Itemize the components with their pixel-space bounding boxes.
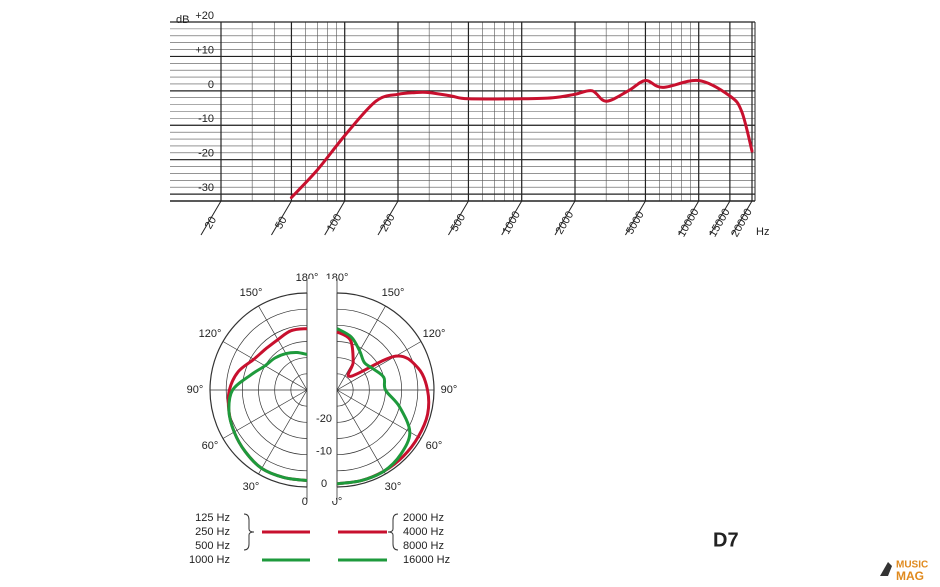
polar-spoke <box>222 389 308 439</box>
x-tick-label: 500 <box>449 212 469 234</box>
polar-spoke <box>336 389 386 475</box>
y-tick-label: -20 <box>198 148 214 160</box>
x-tick-label: 10000 <box>676 207 702 239</box>
response-line <box>289 78 754 200</box>
tick-mark <box>625 200 646 236</box>
x-tick-label: 100 <box>325 212 345 234</box>
tick-mark <box>501 200 523 236</box>
y-tick-label: -30 <box>198 182 214 194</box>
angle-label: 90° <box>441 384 458 396</box>
tick-mark <box>731 200 753 236</box>
angle-label: 120° <box>199 328 222 340</box>
angle-label: 0° <box>302 496 313 508</box>
angle-label: 60° <box>426 440 443 452</box>
legend-label: 125 Hz <box>195 512 230 524</box>
angle-label: 90° <box>187 384 204 396</box>
y-unit-label: dB <box>176 14 189 26</box>
tick-mark <box>448 200 469 236</box>
x-tick-label: 5000 <box>624 209 647 236</box>
r-tick-label: -20 <box>316 413 332 425</box>
angle-label: 120° <box>423 328 446 340</box>
x-tick-label: 20000 <box>729 207 755 239</box>
angle-label: 150° <box>240 287 263 299</box>
polar-line <box>336 327 412 486</box>
polar-spoke <box>258 305 308 391</box>
x-tick-label: 2000 <box>554 209 577 236</box>
tick-mark <box>271 200 292 236</box>
legend-brace <box>387 513 399 551</box>
legend-label: 8000 Hz <box>403 540 444 552</box>
y-tick-label: -10 <box>198 113 214 125</box>
polar-line <box>336 330 431 486</box>
legend-label: 2000 Hz <box>403 512 444 524</box>
x-tick-label: 200 <box>378 212 398 234</box>
polar-line <box>227 350 308 482</box>
angle-label: 0° <box>332 496 343 508</box>
tick-mark <box>709 200 731 236</box>
x-tick-label: 20 <box>203 215 220 232</box>
r-tick-label: 0 <box>321 478 327 490</box>
angle-label: 30° <box>385 481 402 493</box>
tick-mark <box>324 200 346 236</box>
polar-spoke <box>336 341 422 391</box>
angle-label: 30° <box>243 481 260 493</box>
center-gap <box>308 279 336 501</box>
legend-label: 16000 Hz <box>403 554 450 566</box>
watermark-icon <box>880 562 892 576</box>
y-tick-label: +20 <box>195 10 214 22</box>
legend-label: 1000 Hz <box>189 554 230 566</box>
legend-brace <box>243 513 255 551</box>
legend-label: 4000 Hz <box>403 526 444 538</box>
tick-mark <box>200 200 222 236</box>
x-unit-label: Hz <box>756 226 769 238</box>
tick-mark <box>377 200 399 236</box>
x-tick-label: 1000 <box>500 209 523 236</box>
r-tick-label: -10 <box>316 446 332 458</box>
polar-spoke <box>336 305 386 391</box>
legend-label: 500 Hz <box>195 540 230 552</box>
model-name: D7 <box>713 529 739 551</box>
watermark: MUSIC <box>896 560 928 571</box>
angle-label: 150° <box>382 287 405 299</box>
watermark: MAG <box>896 569 924 583</box>
angle-label: 60° <box>202 440 219 452</box>
polar-spoke <box>336 389 422 439</box>
y-tick-label: 0 <box>208 79 214 91</box>
y-tick-label: +10 <box>195 44 214 56</box>
x-tick-label: 50 <box>273 215 290 232</box>
polar-spoke <box>258 389 308 475</box>
tick-mark <box>678 200 700 236</box>
x-tick-label: 15000 <box>707 207 733 239</box>
legend-label: 250 Hz <box>195 526 230 538</box>
tick-mark <box>554 200 576 236</box>
